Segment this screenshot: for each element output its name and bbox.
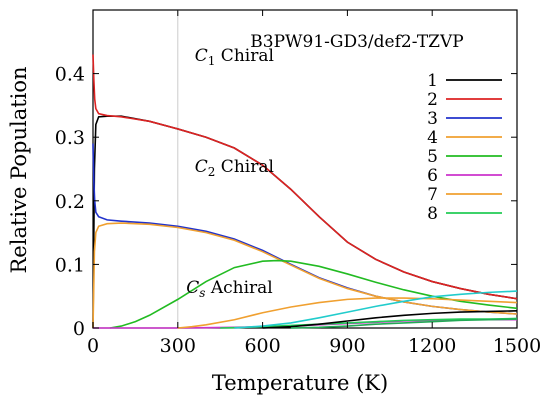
series-line-7 bbox=[177, 297, 518, 329]
legend-label-1: 1 bbox=[427, 71, 438, 91]
series-line-4 bbox=[92, 222, 518, 329]
annotation-0: C1 Chiral bbox=[195, 46, 274, 68]
x-axis-label: Temperature (K) bbox=[212, 371, 388, 395]
x-tick-label: 0 bbox=[87, 335, 99, 357]
x-tick-label: 600 bbox=[244, 335, 280, 357]
series-line-3 bbox=[92, 143, 518, 315]
plot-frame bbox=[92, 9, 518, 329]
legend-label-2: 2 bbox=[427, 90, 438, 110]
y-axis-label: Relative Population bbox=[7, 66, 31, 273]
y-tick-label: 0.3 bbox=[55, 127, 85, 149]
y-tick-label: 0 bbox=[73, 318, 85, 340]
series-line-unlabeled-8 bbox=[234, 290, 518, 329]
series-line-2 bbox=[92, 54, 518, 300]
y-tick-label: 0.2 bbox=[55, 191, 85, 213]
axis-ticks: 0 300 600 900 1200 1500 0 0.1 0.2 0.3 0.4 bbox=[55, 10, 541, 357]
series-line-1 bbox=[92, 115, 518, 329]
series-line-unlabeled-10 bbox=[290, 318, 518, 329]
chart-title: B3PW91-GD3/def2-TZVP bbox=[250, 32, 463, 52]
legend-label-7: 7 bbox=[427, 185, 438, 205]
annotations: C1 Chiral C2 Chiral Cs Achiral bbox=[186, 46, 274, 300]
legend-label-6: 6 bbox=[427, 166, 438, 186]
x-tick-label: 1200 bbox=[408, 335, 456, 357]
x-tick-label: 1500 bbox=[493, 335, 541, 357]
annotation-1: C2 Chiral bbox=[195, 157, 274, 179]
y-tick-label: 0.1 bbox=[55, 254, 85, 276]
x-tick-label: 300 bbox=[160, 335, 196, 357]
legend-label-4: 4 bbox=[427, 128, 438, 148]
legend-label-8: 8 bbox=[427, 204, 438, 224]
y-tick-label: 0.4 bbox=[55, 64, 85, 86]
legend-label-5: 5 bbox=[427, 147, 438, 167]
legend-label-3: 3 bbox=[427, 109, 438, 129]
x-tick-label: 900 bbox=[329, 335, 365, 357]
annotation-2: Cs Achiral bbox=[186, 278, 272, 300]
series-layer bbox=[92, 54, 518, 329]
series-line-unlabeled-9 bbox=[262, 310, 518, 329]
